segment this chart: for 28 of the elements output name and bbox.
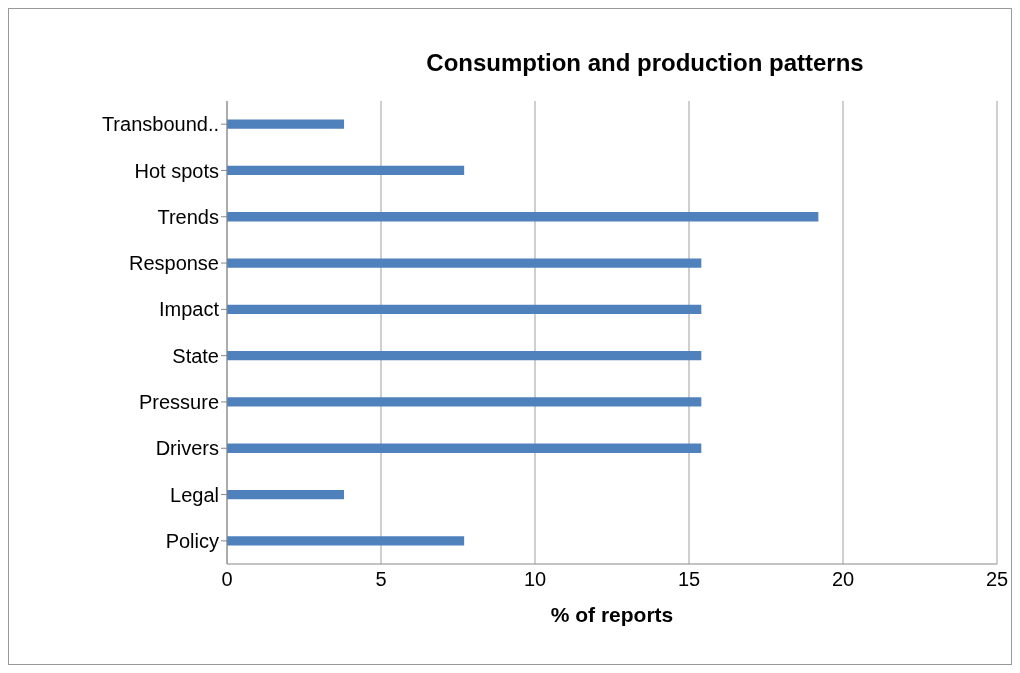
bar <box>227 304 702 314</box>
bar <box>227 536 465 546</box>
x-tick-label: 15 <box>677 568 701 591</box>
x-tick-label: 5 <box>375 568 387 591</box>
y-tick-label: Transbound.. <box>101 113 219 136</box>
y-tick-label: Drivers <box>155 437 219 460</box>
y-tick-label: Legal <box>170 483 219 506</box>
bar <box>227 212 819 222</box>
y-tick-label: State <box>172 344 219 367</box>
bar <box>227 397 702 407</box>
y-tick-label: Pressure <box>138 391 219 414</box>
bar <box>227 443 702 453</box>
x-tick-label: 0 <box>221 568 233 591</box>
y-tick-label: Response <box>128 252 219 275</box>
x-tick-label: 10 <box>523 568 547 591</box>
bar <box>227 351 702 361</box>
y-tick-label: Trends <box>157 205 219 228</box>
y-tick-label: Impact <box>158 298 220 321</box>
y-tick-label: Hot spots <box>134 159 219 182</box>
x-tick-label: 20 <box>831 568 855 591</box>
x-tick-label: 25 <box>985 568 1009 591</box>
chart-title: Consumption and production patterns <box>425 49 865 77</box>
y-tick-label: Policy <box>165 529 219 552</box>
bar <box>227 165 465 176</box>
bar <box>227 119 345 129</box>
bar <box>227 489 345 500</box>
x-axis-title: % of reports <box>550 603 674 626</box>
bar <box>227 258 702 268</box>
